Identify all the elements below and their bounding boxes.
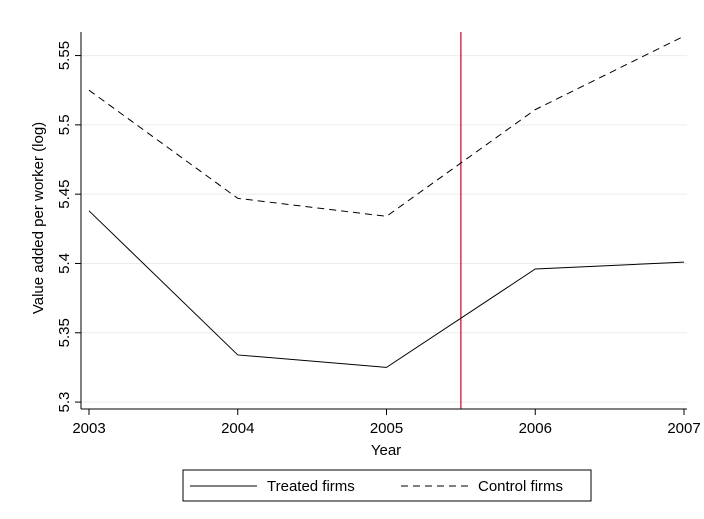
- y-tick-label: 5.45: [56, 180, 73, 209]
- x-axis-ticks: 2003 2004 2005 2006 2007: [72, 409, 701, 437]
- x-axis-title: Year: [371, 442, 401, 459]
- legend: Treated firms Control firms: [182, 469, 592, 502]
- legend-label-treated: Treated firms: [267, 478, 355, 495]
- y-axis-title: Value added per worker (log): [30, 122, 47, 314]
- gridlines: [81, 55, 687, 403]
- y-tick-label: 5.4: [56, 253, 73, 274]
- x-tick-label: 2005: [370, 420, 403, 437]
- y-tick-label: 5.5: [56, 114, 73, 135]
- x-tick-label: 2006: [519, 420, 552, 437]
- legend-label-control: Control firms: [478, 478, 563, 495]
- x-tick-label: 2007: [667, 420, 700, 437]
- x-tick-label: 2003: [72, 420, 105, 437]
- x-tick-label: 2004: [221, 420, 254, 437]
- treated-firms-line: [88, 210, 685, 368]
- series-layer: [88, 35, 685, 368]
- y-tick-label: 5.55: [56, 41, 73, 70]
- control-firms-line: [88, 35, 685, 217]
- y-tick-label: 5.35: [56, 318, 73, 347]
- y-axis-ticks: 5.3 5.35 5.4 5.45 5.5 5.55: [56, 41, 81, 413]
- y-tick-label: 5.3: [56, 392, 73, 413]
